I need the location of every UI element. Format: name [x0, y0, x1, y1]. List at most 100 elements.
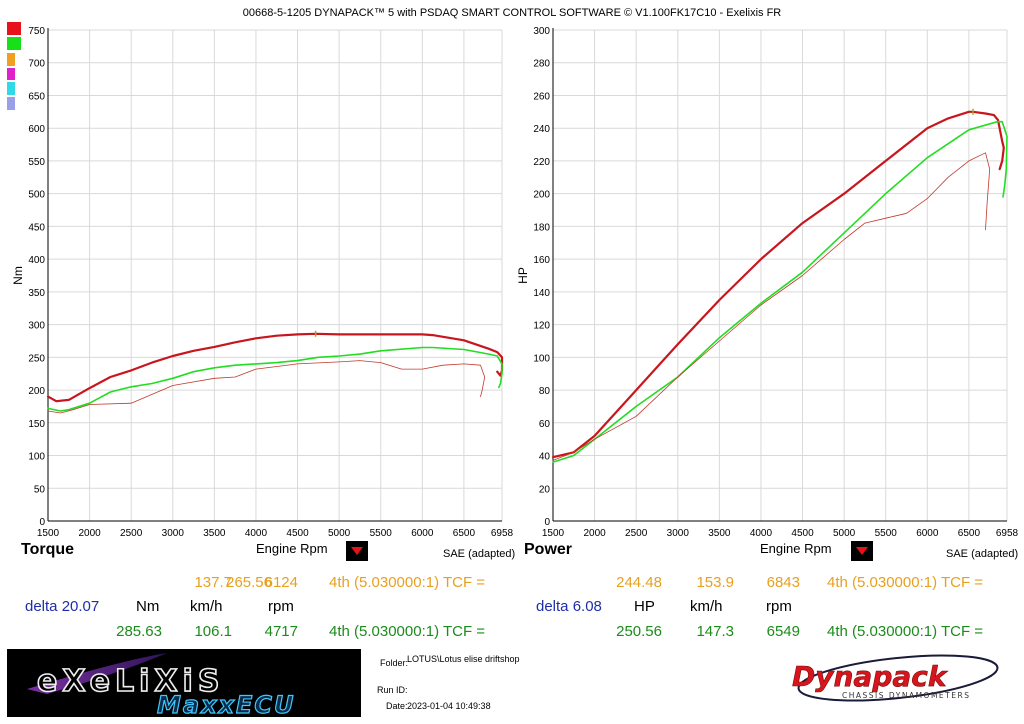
date-value: 2023-01-04 10:49:38 — [407, 701, 491, 711]
torque-chart-title: Torque — [21, 541, 75, 558]
torque-y-tick-label: 650 — [28, 91, 45, 102]
power-y-tick-label: 300 — [533, 26, 550, 37]
power-series-line-1 — [551, 110, 1005, 459]
torque-y-tick-label: 0 — [39, 517, 45, 528]
torque-row2-speed: 106.1 — [194, 623, 232, 640]
power-y-tick-label: 0 — [544, 517, 550, 528]
dynapack-wordmark: Dynapack — [792, 660, 949, 693]
run-swatch-lavender[interactable] — [7, 97, 15, 110]
power-row2-gear: 4th (5.030000:1) TCF = — [827, 623, 984, 640]
torque-x-tick-label: 3500 — [203, 528, 226, 539]
power-row1-gear: 4th (5.030000:1) TCF = — [827, 574, 984, 591]
power-unit-value: HP — [634, 598, 655, 615]
torque-row2-value: 285.63 — [116, 623, 162, 640]
torque-y-tick-label: 250 — [28, 353, 45, 364]
power-x-tick-label: 4000 — [750, 528, 773, 539]
power-y-tick-label: 120 — [533, 321, 550, 332]
power-row1-value: 244.48 — [616, 574, 662, 591]
power-x-tick-label: 6500 — [958, 528, 981, 539]
power-x-axis-label: Engine Rpm — [760, 541, 832, 556]
dynapack-logo: Dynapack CHASSIS DYNAMOMETERS — [792, 654, 999, 702]
torque-x-tick-label: 2000 — [78, 528, 101, 539]
run-swatch-cyan[interactable] — [7, 82, 15, 95]
torque-row1-speed: 137.7 — [194, 574, 232, 591]
power-row2-speed: 147.3 — [696, 623, 734, 640]
power-unit-speed: km/h — [690, 598, 723, 615]
torque-row1-rpm: 6124 — [264, 574, 298, 591]
torque-x-tick-label: 3000 — [162, 528, 185, 539]
power-y-tick-label: 180 — [533, 222, 550, 233]
run-swatch-orange[interactable] — [7, 53, 15, 66]
torque-y-tick-label: 450 — [28, 222, 45, 233]
torque-x-tick-label: 6958 — [491, 528, 514, 539]
run-swatch-green[interactable] — [7, 37, 21, 50]
exelixis-logo: eXeLiXiS MaxxECU — [7, 649, 361, 717]
window-title: 00668-5-1205 DYNAPACK™ 5 with PSDAQ SMAR… — [242, 7, 782, 19]
power-y-tick-label: 140 — [533, 288, 550, 299]
power-x-tick-label: 2500 — [625, 528, 648, 539]
power-x-tick-label: 5500 — [875, 528, 898, 539]
run-swatch-magenta[interactable] — [7, 68, 15, 80]
torque-x-tick-label: 4500 — [286, 528, 309, 539]
power-y-tick-label: 100 — [533, 353, 550, 364]
torque-y-tick-label: 400 — [28, 255, 45, 266]
power-y-tick-label: 220 — [533, 157, 550, 168]
power-row1-rpm: 6843 — [766, 574, 800, 591]
power-x-tick-label: 6000 — [916, 528, 939, 539]
power-y-tick-label: 260 — [533, 91, 550, 102]
torque-series-line-2 — [47, 346, 503, 412]
torque-y-tick-label: 50 — [34, 484, 46, 495]
torque-x-tick-label: 2500 — [120, 528, 143, 539]
torque-row1-gear: 4th (5.030000:1) TCF = — [329, 574, 486, 591]
torque-y-tick-label: 300 — [28, 321, 45, 332]
torque-y-tick-label: 700 — [28, 59, 45, 70]
power-row2-value: 250.56 — [616, 623, 662, 640]
torque-unit-rpm: rpm — [268, 598, 294, 615]
power-x-tick-label: 4500 — [791, 528, 814, 539]
torque-x-tick-label: 5500 — [370, 528, 393, 539]
power-x-tick-label: 3000 — [667, 528, 690, 539]
power-correction-label: SAE (adapted) — [946, 548, 1019, 560]
power-chart-title: Power — [524, 541, 573, 558]
torque-y-tick-label: 150 — [28, 419, 45, 430]
torque-unit-value: Nm — [136, 598, 160, 615]
power-y-tick-label: 240 — [533, 124, 550, 135]
power-y-tick-label: 200 — [533, 190, 550, 201]
maxxecu-wordmark: MaxxECU — [157, 691, 296, 717]
power-row2-rpm: 6549 — [766, 623, 800, 640]
torque-row2-gear: 4th (5.030000:1) TCF = — [329, 623, 486, 640]
power-x-tick-label: 2000 — [583, 528, 606, 539]
power-y-tick-label: 280 — [533, 59, 550, 70]
torque-x-tick-label: 4000 — [245, 528, 268, 539]
torque-row2-rpm: 4717 — [264, 623, 298, 640]
power-dropdown-icon[interactable] — [851, 541, 873, 561]
torque-x-tick-label: 1500 — [37, 528, 60, 539]
torque-x-tick-label: 6500 — [453, 528, 476, 539]
run-swatch-red[interactable] — [7, 22, 21, 35]
dynapack-subtitle: CHASSIS DYNAMOMETERS — [842, 691, 970, 700]
torque-x-axis-label: Engine Rpm — [256, 541, 328, 556]
folder-value: LOTUS\Lotus elise driftshop — [407, 654, 520, 664]
power-x-tick-label: 1500 — [542, 528, 565, 539]
torque-y-axis-label: Nm — [11, 266, 25, 285]
power-y-tick-label: 60 — [539, 419, 551, 430]
power-series-line-2 — [552, 120, 1008, 463]
power-y-tick-label: 160 — [533, 255, 550, 266]
torque-delta: delta 20.07 — [25, 598, 100, 615]
torque-unit-speed: km/h — [190, 598, 223, 615]
power-unit-rpm: rpm — [766, 598, 792, 615]
torque-row1-value: 265.56 — [226, 574, 272, 591]
power-x-tick-label: 6958 — [996, 528, 1019, 539]
folder-label: Folder: — [380, 658, 409, 668]
torque-y-tick-label: 100 — [28, 452, 45, 463]
torque-y-tick-label: 350 — [28, 288, 45, 299]
power-delta: delta 6.08 — [536, 598, 602, 615]
power-row1-speed: 153.9 — [696, 574, 734, 591]
torque-series-line-3 — [47, 360, 486, 414]
power-y-tick-label: 40 — [539, 452, 551, 463]
power-y-tick-label: 80 — [539, 386, 551, 397]
torque-x-tick-label: 6000 — [411, 528, 434, 539]
torque-dropdown-icon[interactable] — [346, 541, 368, 561]
power-x-tick-label: 3500 — [708, 528, 731, 539]
